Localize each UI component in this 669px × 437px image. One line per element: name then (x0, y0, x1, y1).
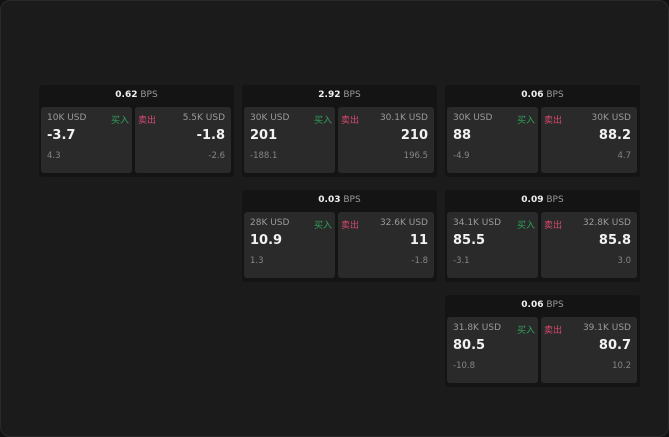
buy-price: 10.9 (250, 233, 283, 248)
buy-tag: 买入 (516, 116, 535, 126)
sell-price: 80.7 (598, 338, 631, 353)
sell-tag: 卖出 (341, 221, 360, 231)
spread-unit: BPS (343, 195, 361, 205)
sell-cell[interactable]: 卖出 5.5K USD -1.8 -2.6 (135, 107, 231, 173)
spread-header: 0.06 BPS (445, 85, 640, 105)
buy-price: -3.7 (47, 128, 76, 143)
quote-card: 2.92 BPS 买入 30K USD 201 -188.1 卖出 30.1K … (242, 85, 437, 177)
spread-header: 0.06 BPS (445, 295, 640, 315)
sell-cell[interactable]: 卖出 32.8K USD 85.8 3.0 (541, 212, 637, 278)
buy-tag: 买入 (110, 116, 129, 126)
spread-unit: BPS (343, 90, 361, 100)
sell-change: -1.8 (411, 256, 428, 266)
sell-price: 88.2 (598, 128, 631, 143)
buy-tag: 买入 (313, 221, 332, 231)
buy-change: 1.3 (250, 256, 264, 266)
sell-change: 10.2 (612, 361, 631, 371)
sell-size: 32.6K USD (379, 218, 428, 228)
buy-size: 30K USD (453, 113, 493, 123)
buy-change: 4.3 (47, 151, 61, 161)
spread-header: 0.62 BPS (39, 85, 234, 105)
quote-card: 0.06 BPS 买入 30K USD 88 -4.9 卖出 30K USD 8… (445, 85, 640, 177)
spread-value: 0.06 (521, 90, 544, 100)
quote-card: 0.03 BPS 买入 28K USD 10.9 1.3 卖出 32.6K US… (242, 190, 437, 282)
buy-cell[interactable]: 买入 30K USD 88 -4.9 (447, 107, 538, 173)
spread-header: 0.03 BPS (242, 190, 437, 210)
buy-change: -10.8 (453, 361, 475, 371)
buy-change: -188.1 (250, 151, 278, 161)
buy-tag: 买入 (516, 326, 535, 336)
sell-change: -2.6 (208, 151, 225, 161)
buy-size: 34.1K USD (453, 218, 502, 228)
sell-size: 30K USD (591, 113, 631, 123)
sell-size: 39.1K USD (582, 323, 631, 333)
sell-price: 85.8 (598, 233, 631, 248)
buy-size: 10K USD (47, 113, 87, 123)
sell-cell[interactable]: 卖出 30K USD 88.2 4.7 (541, 107, 637, 173)
spread-unit: BPS (546, 300, 564, 310)
sell-change: 3.0 (617, 256, 631, 266)
sell-price: -1.8 (196, 128, 225, 143)
buy-cell[interactable]: 买入 28K USD 10.9 1.3 (244, 212, 335, 278)
buy-cell[interactable]: 买入 30K USD 201 -188.1 (244, 107, 335, 173)
spread-unit: BPS (546, 195, 564, 205)
buy-price: 80.5 (453, 338, 486, 353)
buy-price: 201 (250, 128, 278, 143)
sell-price: 210 (400, 128, 428, 143)
buy-cell[interactable]: 买入 34.1K USD 85.5 -3.1 (447, 212, 538, 278)
buy-size: 28K USD (250, 218, 290, 228)
buy-price: 88 (453, 128, 472, 143)
sell-size: 5.5K USD (182, 113, 225, 123)
spread-value: 0.06 (521, 300, 544, 310)
sell-price: 11 (409, 233, 428, 248)
sell-tag: 卖出 (341, 116, 360, 126)
quote-card: 0.09 BPS 买入 34.1K USD 85.5 -3.1 卖出 32.8K… (445, 190, 640, 282)
quote-card: 0.06 BPS 买入 31.8K USD 80.5 -10.8 卖出 39.1… (445, 295, 640, 387)
sell-tag: 卖出 (544, 221, 563, 231)
sell-tag: 卖出 (544, 116, 563, 126)
buy-cell[interactable]: 买入 10K USD -3.7 4.3 (41, 107, 132, 173)
sell-size: 30.1K USD (379, 113, 428, 123)
buy-change: -4.9 (453, 151, 470, 161)
sell-tag: 卖出 (138, 116, 157, 126)
buy-change: -3.1 (453, 256, 470, 266)
quote-card: 0.62 BPS 买入 10K USD -3.7 4.3 卖出 5.5K USD… (39, 85, 234, 177)
spread-value: 0.62 (115, 90, 138, 100)
sell-cell[interactable]: 卖出 30.1K USD 210 196.5 (338, 107, 434, 173)
sell-size: 32.8K USD (582, 218, 631, 228)
spread-value: 2.92 (318, 90, 341, 100)
spread-header: 0.09 BPS (445, 190, 640, 210)
spread-unit: BPS (546, 90, 564, 100)
sell-cell[interactable]: 卖出 39.1K USD 80.7 10.2 (541, 317, 637, 383)
sell-tag: 卖出 (544, 326, 563, 336)
spread-unit: BPS (140, 90, 158, 100)
buy-cell[interactable]: 买入 31.8K USD 80.5 -10.8 (447, 317, 538, 383)
sell-change: 4.7 (617, 151, 631, 161)
buy-price: 85.5 (453, 233, 486, 248)
sell-change: 196.5 (403, 151, 428, 161)
spread-value: 0.09 (521, 195, 544, 205)
buy-tag: 买入 (313, 116, 332, 126)
spread-header: 2.92 BPS (242, 85, 437, 105)
buy-tag: 买入 (516, 221, 535, 231)
buy-size: 30K USD (250, 113, 290, 123)
buy-size: 31.8K USD (453, 323, 502, 333)
sell-cell[interactable]: 卖出 32.6K USD 11 -1.8 (338, 212, 434, 278)
spread-value: 0.03 (318, 195, 341, 205)
